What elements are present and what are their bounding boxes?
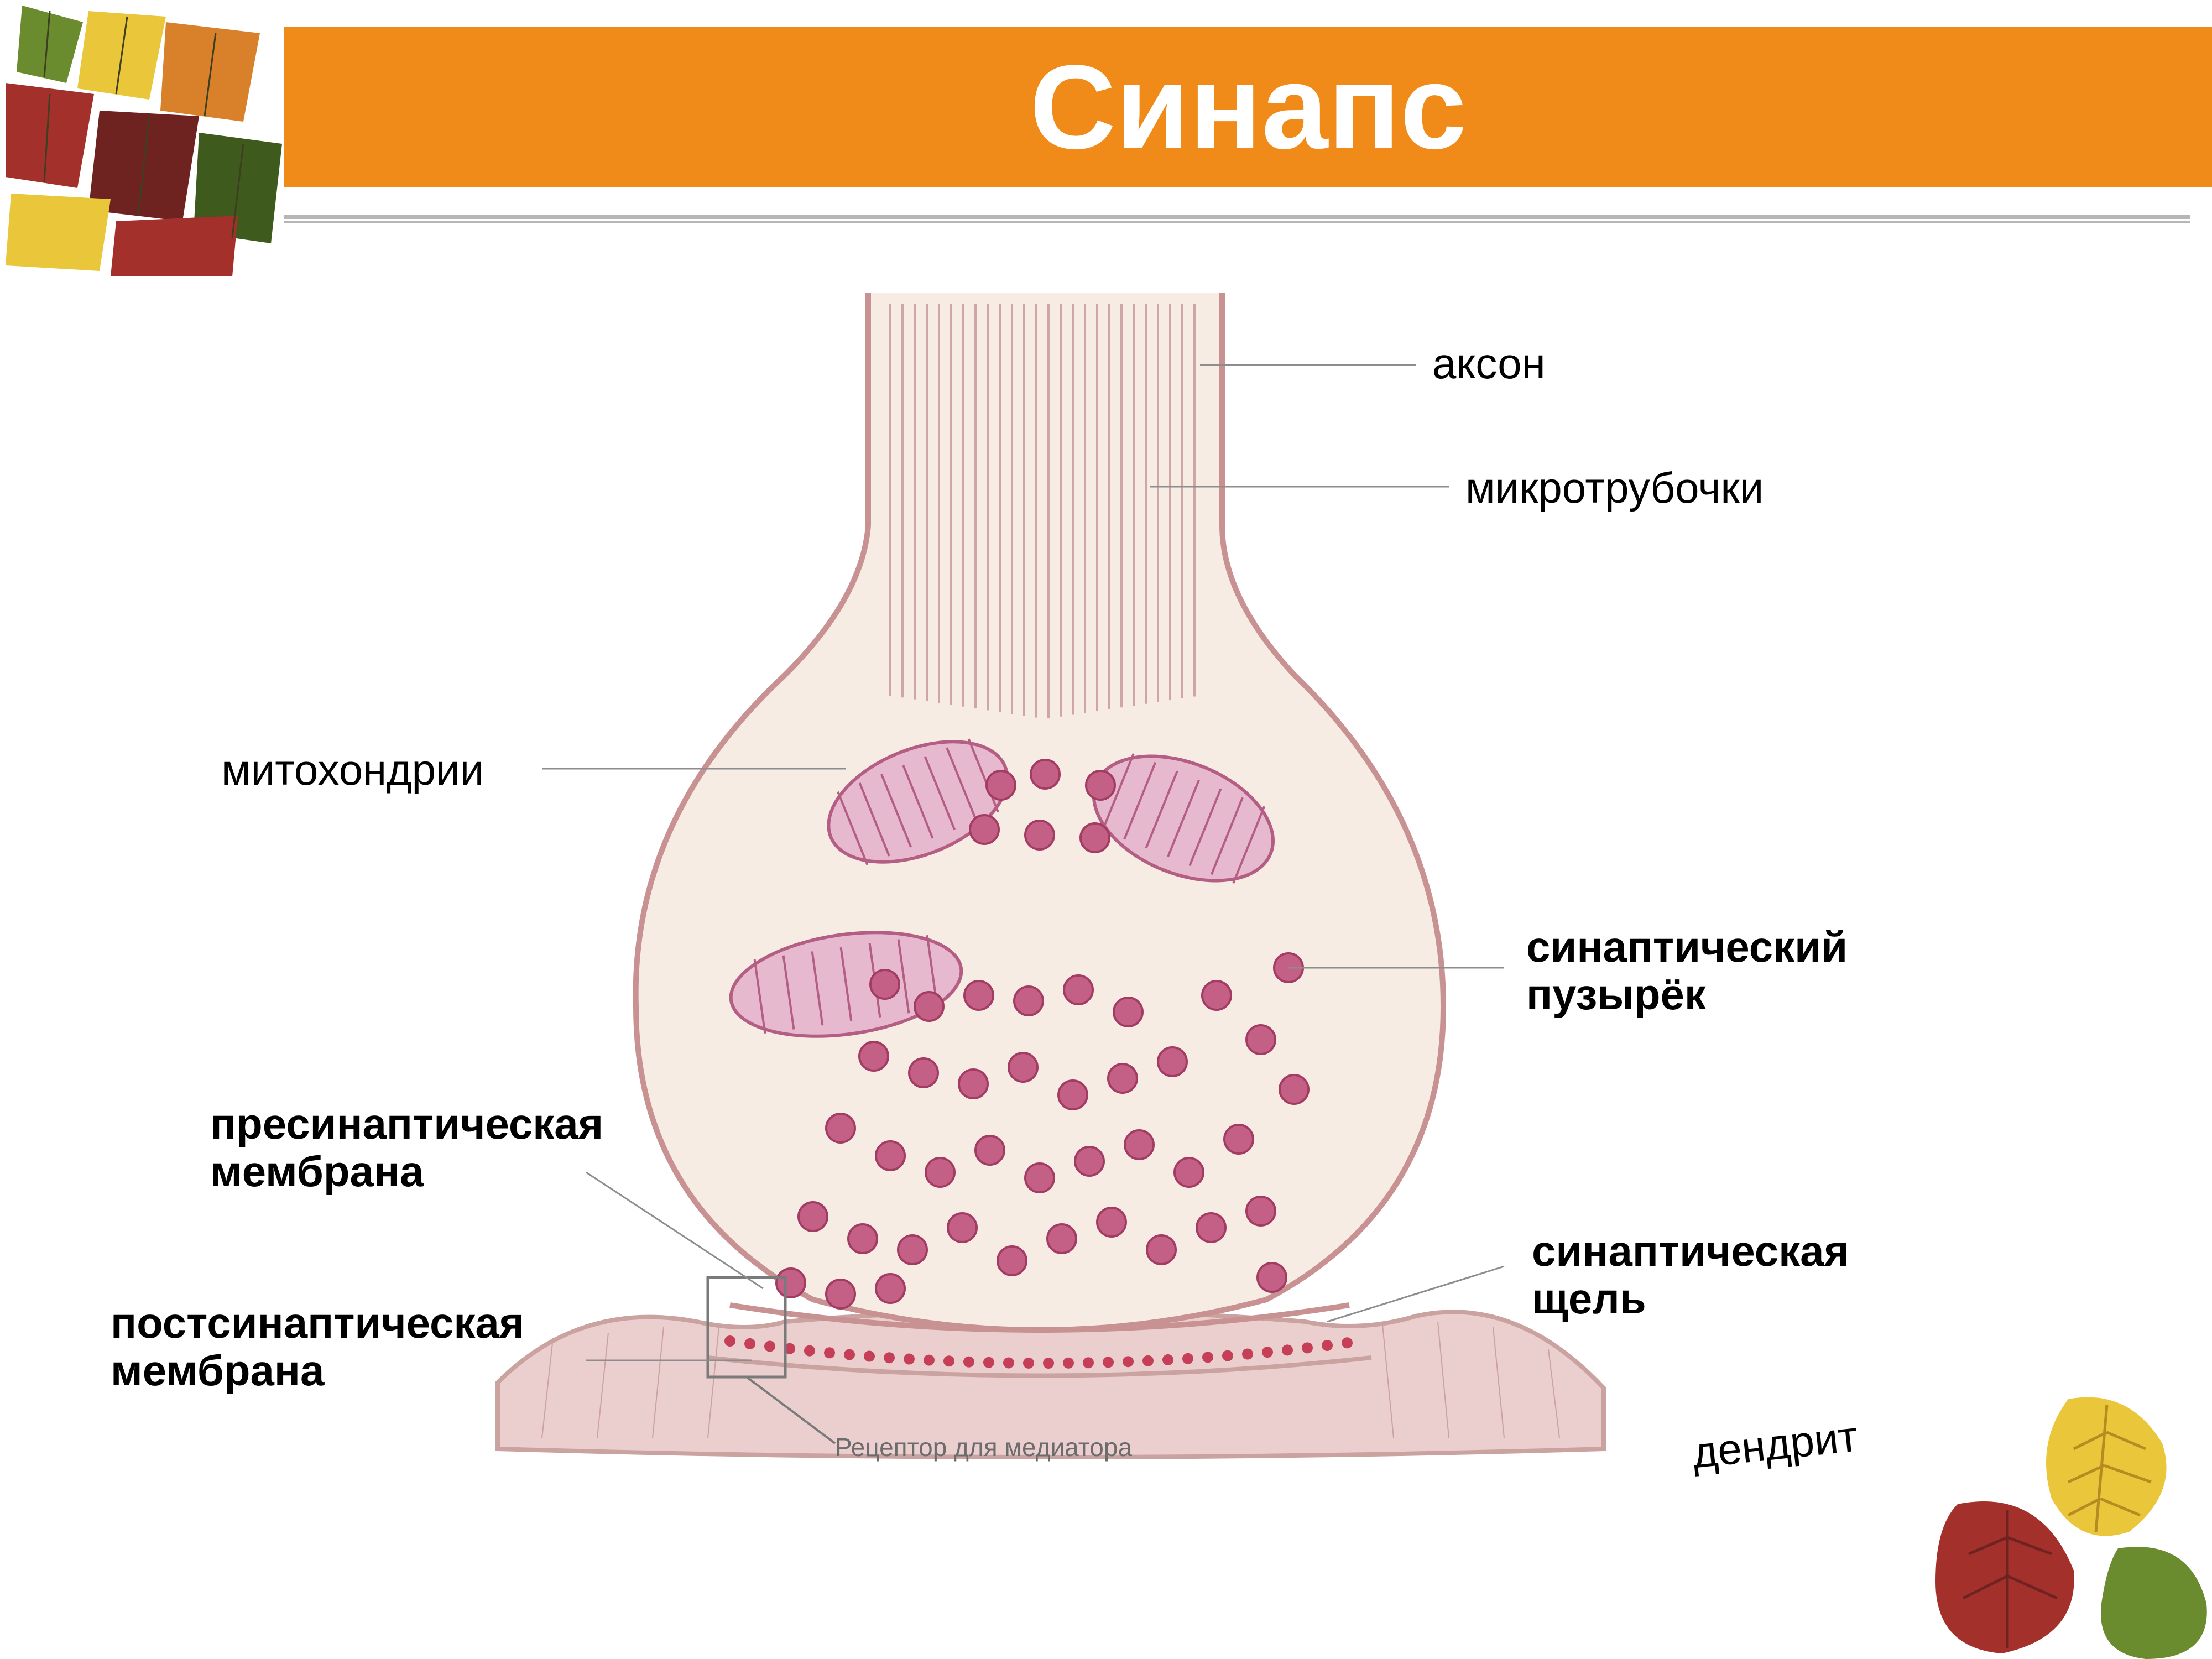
label-synaptic-cleft: синаптическая щель [1532,1228,1849,1323]
label-pre-l2: мембрана [210,1148,603,1196]
label-cleft-l2: щель [1532,1275,1849,1323]
label-axon: аксон [1432,340,1546,388]
caption-receptor: Рецептор для медиатора [835,1432,1132,1462]
label-cleft-l1: синаптическая [1532,1228,1849,1275]
label-vesicle-l1: синаптический [1526,924,1848,971]
label-pre-l1: пресинаптическая [210,1100,603,1148]
label-post-l1: постсинаптическая [111,1300,524,1347]
leaves-tl-icon [0,0,288,276]
label-postsynaptic-membrane: постсинаптическая мембрана [111,1300,524,1395]
label-mitochondria: митохондрии [221,747,484,794]
label-vesicle-l2: пузырёк [1526,971,1848,1019]
label-microtubules: микротрубочки [1465,465,1764,512]
page-title: Синапс [1030,38,1467,176]
header-rule-thick [284,215,2190,219]
label-post-l2: мембрана [111,1347,524,1395]
title-bar: Синапс [284,27,2212,187]
slide-root: Синапс [0,0,2212,1659]
label-synaptic-vesicle: синаптический пузырёк [1526,924,1848,1019]
leaf-corner-top-left [0,0,288,276]
synapse-diagram: аксон микротрубочки митохондрии синаптич… [0,288,2212,1659]
header-rule-thin [284,221,2190,223]
label-presynaptic-membrane: пресинаптическая мембрана [210,1100,603,1196]
